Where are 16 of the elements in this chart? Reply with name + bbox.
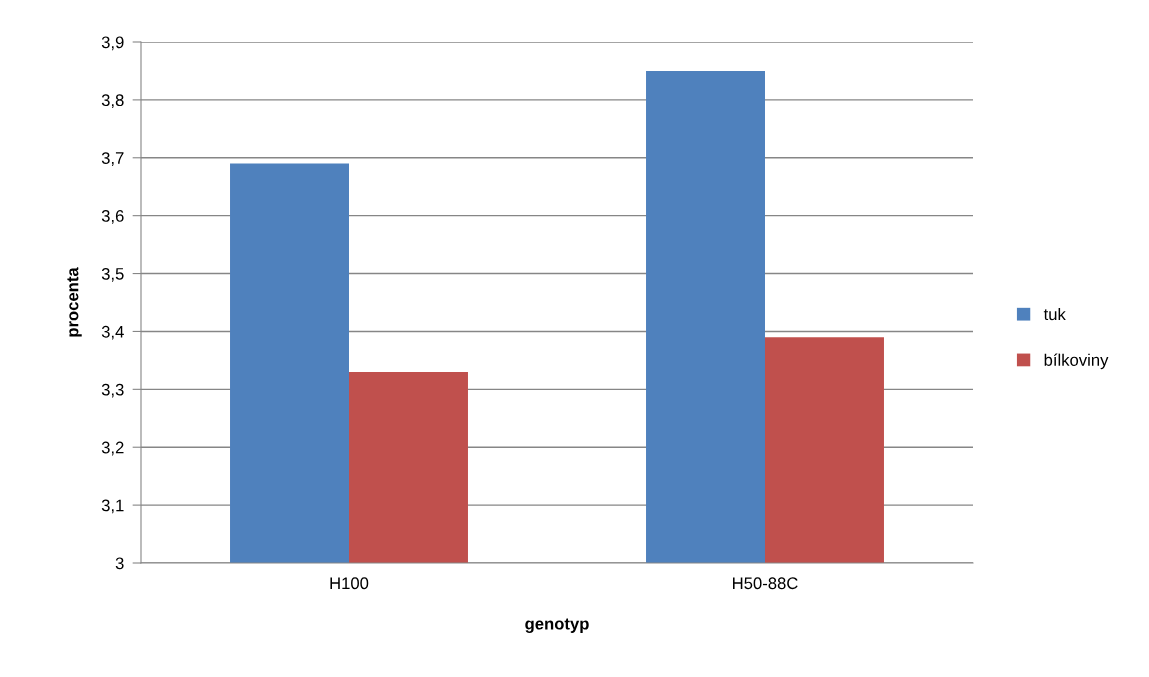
y-tick-label: 3,1 (101, 499, 124, 514)
y-tick-label: 3,4 (101, 325, 124, 340)
y-tick-label: 3,5 (101, 267, 124, 282)
y-tick-label: 3,3 (101, 383, 124, 398)
x-axis-title: genotyp (525, 618, 589, 633)
y-axis-title: procenta (67, 267, 82, 337)
legend-label: tuk (1043, 307, 1066, 321)
x-tick-label: H100 (330, 577, 369, 590)
y-tick-label: 3,8 (101, 94, 124, 109)
y-tick-label: 3 (115, 557, 124, 570)
x-tick-label: H50-88C (733, 577, 798, 590)
y-tick-label: 3,7 (101, 152, 124, 166)
legend-label: bílkoviny (1044, 353, 1109, 370)
y-tick-label: 3,6 (101, 210, 124, 224)
y-tick-label: 3,9 (101, 36, 124, 51)
y-tick-label: 3,2 (101, 441, 124, 456)
